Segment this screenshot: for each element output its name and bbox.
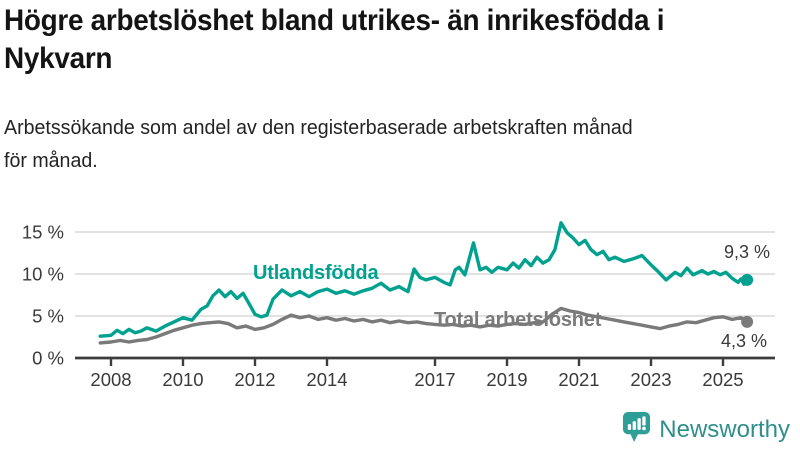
subtitle-line-1: Arbetssökande som andel av den registerb… bbox=[4, 117, 633, 139]
series-label-total: Total arbetslöshet bbox=[434, 309, 602, 331]
subtitle-line-2: för månad. bbox=[4, 150, 98, 172]
title-line-1: Högre arbetslöshet bland utrikes- än inr… bbox=[4, 4, 665, 37]
svg-text:2010: 2010 bbox=[162, 369, 203, 390]
series-label-utlandsfodda: Utlandsfödda bbox=[253, 262, 379, 284]
svg-text:2021: 2021 bbox=[558, 369, 599, 390]
svg-text:2012: 2012 bbox=[234, 369, 275, 390]
svg-text:0 %: 0 % bbox=[32, 348, 64, 369]
end-value-label-total: 4,3 % bbox=[721, 331, 768, 351]
mini-bar-chart-glyph bbox=[628, 416, 647, 431]
svg-text:15 %: 15 % bbox=[22, 222, 64, 243]
svg-text:5 %: 5 % bbox=[32, 306, 64, 327]
svg-text:2014: 2014 bbox=[306, 369, 347, 390]
svg-text:2025: 2025 bbox=[702, 369, 743, 390]
svg-text:2008: 2008 bbox=[90, 369, 131, 390]
svg-text:2023: 2023 bbox=[630, 369, 671, 390]
title-line-2: Nykvarn bbox=[4, 42, 113, 75]
svg-text:2019: 2019 bbox=[486, 369, 527, 390]
newsworthy-logo-icon bbox=[621, 410, 652, 449]
end-value-label-utlandsfodda: 9,3 % bbox=[724, 242, 771, 262]
page-title: Högre arbetslöshet bland utrikes- än inr… bbox=[4, 2, 664, 78]
newsworthy-brand-text: Newsworthy bbox=[659, 415, 790, 443]
speech-bubble-shape bbox=[623, 411, 651, 443]
svg-text:10 %: 10 % bbox=[22, 264, 64, 285]
svg-text:2017: 2017 bbox=[414, 369, 455, 390]
chart-subtitle: Arbetssökande som andel av den registerb… bbox=[4, 112, 633, 178]
newsworthy-brand: Newsworthy bbox=[621, 410, 790, 449]
